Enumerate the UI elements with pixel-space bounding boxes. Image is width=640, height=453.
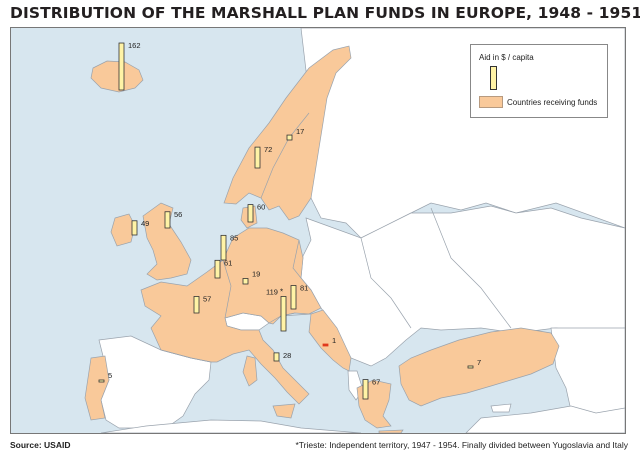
aid-bar-west-germany: [242, 278, 249, 285]
aid-label-norway: 72: [264, 145, 272, 154]
aid-label-united-kingdom: 56: [174, 210, 182, 219]
aid-bar-united-kingdom: [164, 211, 171, 229]
legend-recipient-label: Countries receiving funds: [507, 98, 598, 107]
crete: [378, 429, 404, 433]
border-eastern-2: [430, 207, 512, 329]
aid-label-turkey: 7: [477, 358, 481, 367]
legend-aid-label: Aid in $ / capita: [479, 53, 534, 62]
russia-caucasus: [550, 327, 625, 433]
map-legend: Aid in $ / capita Countries receiving fu…: [470, 44, 608, 118]
legend-recipient-swatch: [479, 96, 503, 108]
aid-label-iceland: 162: [128, 41, 141, 50]
aid-label-ireland: 49: [141, 219, 149, 228]
uk-area: [142, 202, 192, 281]
aid-label-west-germany: 19: [252, 269, 260, 278]
aid-bar-norway: [254, 146, 261, 169]
aid-label-italy: 28: [283, 351, 291, 360]
aid-label-sweden: 17: [296, 127, 304, 136]
aid-label-portugal: 5: [108, 371, 112, 380]
aid-label-belgium-luxembourg: 61: [224, 258, 232, 267]
trieste-marker: *: [280, 287, 283, 296]
aid-bar-belgium-luxembourg: [214, 259, 221, 279]
sicily: [272, 403, 296, 419]
aid-label-trieste: 119: [266, 287, 278, 296]
aid-bar-trieste: [280, 296, 287, 332]
source-note: Source: USAID: [10, 440, 71, 450]
border-germany-east: [292, 239, 302, 279]
ireland-area: [110, 213, 136, 247]
cyprus: [490, 403, 512, 413]
aid-bar-portugal: [98, 379, 105, 383]
border-france-east: [222, 259, 232, 319]
aid-bar-france: [193, 296, 200, 314]
country-borders: [160, 112, 512, 363]
sardinia-corsica: [242, 355, 258, 387]
aid-label-greece: 67: [372, 378, 380, 387]
north-africa: [100, 419, 362, 433]
aid-bar-netherlands: [220, 234, 227, 261]
iceland-area: [90, 60, 144, 93]
map-title: DISTRIBUTION OF THE MARSHALL PLAN FUNDS …: [10, 4, 640, 22]
aid-label-denmark: 60: [257, 203, 265, 212]
greece-area: [356, 379, 392, 429]
aid-bars-layer: 162 17 72 60 49 56 85 61 19 57 119 * 81 28 1 5 67 7: [98, 41, 481, 400]
turkey-area: [398, 327, 560, 407]
aid-bar-iceland: [118, 42, 125, 91]
portugal-area: [84, 355, 110, 421]
norway-sweden-area: [223, 45, 352, 221]
aid-bar-sweden: [286, 134, 293, 141]
border-norway-sweden: [260, 112, 310, 199]
aid-label-yugoslavia: 1: [332, 336, 336, 345]
border-france-spain: [160, 349, 212, 363]
legend-aid-bar-swatch: [490, 66, 497, 90]
yugoslavia-area: [308, 309, 352, 372]
aid-bar-yugoslavia: [322, 343, 329, 347]
border-eastern: [360, 237, 412, 329]
aid-bar-denmark: [247, 204, 254, 223]
aid-bar-greece: [362, 379, 369, 400]
aid-label-austria: 81: [300, 284, 308, 293]
middle-east: [465, 405, 625, 433]
aid-bar-italy: [273, 352, 280, 362]
aid-bar-austria: [290, 285, 297, 310]
aid-bar-ireland: [131, 220, 138, 236]
aid-label-netherlands: 85: [230, 233, 238, 242]
aid-bar-turkey: [467, 365, 474, 369]
trieste-footnote: *Trieste: Independent territory, 1947 - …: [295, 440, 629, 450]
aid-label-france: 57: [203, 294, 211, 303]
